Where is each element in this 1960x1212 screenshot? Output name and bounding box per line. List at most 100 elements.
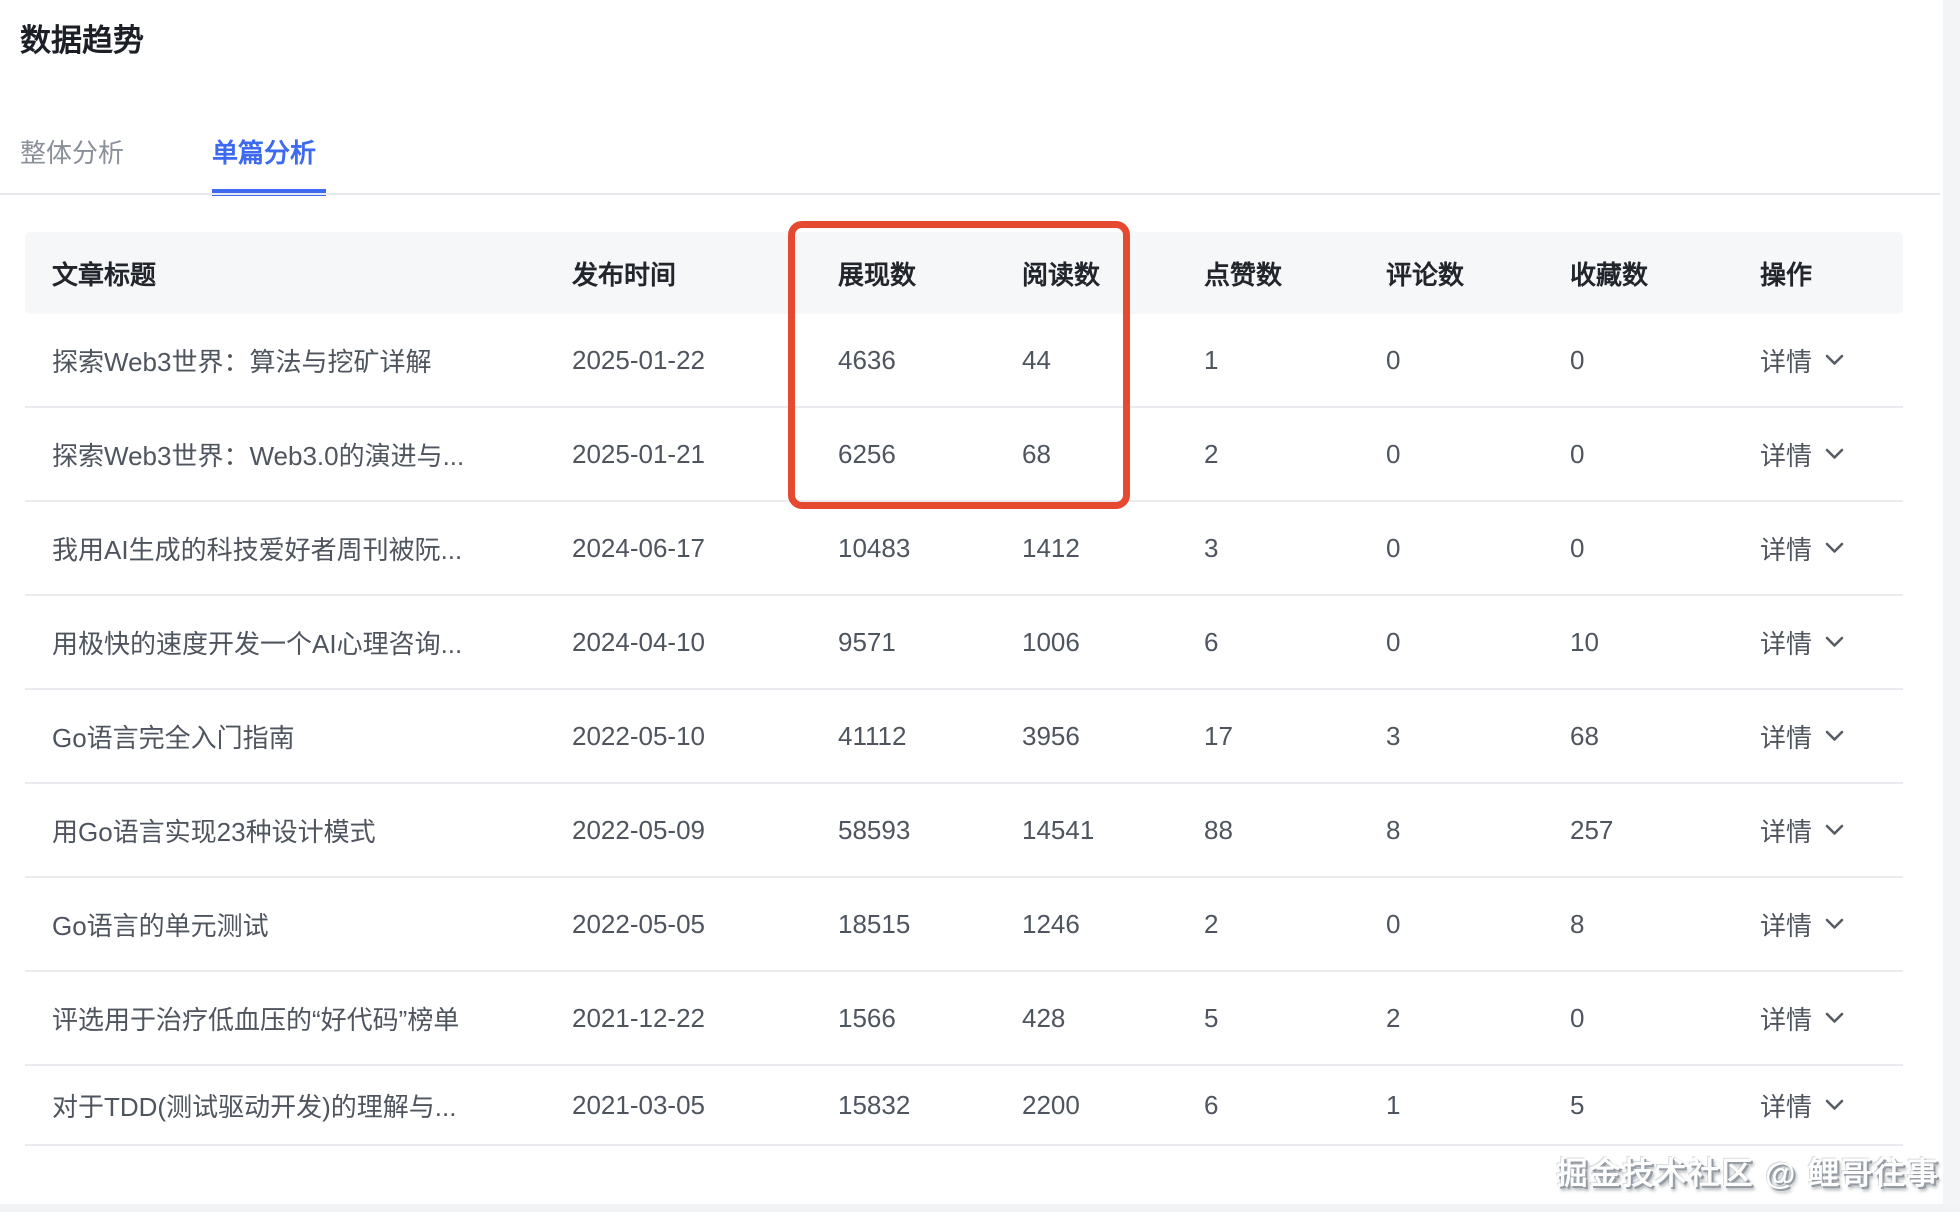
article-title-cell: 用极快的速度开发一个AI心理咨询... [52,628,463,659]
impressions-cell: 4636 [838,344,896,375]
favorites-cell: 0 [1570,438,1585,469]
detail-button[interactable]: 详情 [1760,906,1844,943]
likes-cell: 6 [1204,1089,1219,1120]
detail-button[interactable]: 详情 [1760,1087,1844,1124]
article-title-cell: 用Go语言实现23种设计模式 [52,816,376,847]
table-row: 用极快的速度开发一个AI心理咨询... 2024-04-10 9571 1006… [25,596,1903,690]
article-title-cell: 评选用于治疗低血压的“好代码”榜单 [52,1004,460,1035]
comments-cell: 0 [1386,438,1401,469]
reads-cell: 428 [1022,1002,1066,1033]
favorites-cell: 68 [1570,720,1599,751]
favorites-cell: 0 [1570,344,1585,375]
chevron-down-icon [1825,1099,1844,1110]
impressions-cell: 58593 [838,814,911,845]
favorites-cell: 0 [1570,532,1585,563]
publish-date-cell: 2024-04-10 [572,626,705,657]
detail-button-label: 详情 [1760,346,1813,377]
table-row: 对于TDD(测试驱动开发)的理解与... 2021-03-05 15832 22… [25,1066,1903,1146]
tabs-divider [0,193,1940,195]
favorites-cell: 0 [1570,1002,1585,1033]
column-header-reads: 阅读数 [1022,259,1101,290]
detail-button-label: 详情 [1760,1091,1813,1122]
chevron-down-icon [1825,448,1844,459]
reads-cell: 14541 [1022,814,1095,845]
table-row: 探索Web3世界：Web3.0的演进与... 2025-01-21 6256 6… [25,408,1903,502]
favorites-cell: 257 [1570,814,1614,845]
publish-date-cell: 2022-05-05 [572,908,705,939]
reads-cell: 1412 [1022,532,1080,563]
comments-cell: 2 [1386,1002,1401,1033]
article-title-cell: 探索Web3世界：算法与挖矿详解 [52,346,432,377]
impressions-cell: 10483 [838,532,911,563]
likes-cell: 2 [1204,438,1219,469]
comments-cell: 1 [1386,1089,1401,1120]
column-header-likes: 点赞数 [1204,259,1283,290]
detail-button-label: 详情 [1760,440,1813,471]
table-row: 探索Web3世界：算法与挖矿详解 2025-01-22 4636 44 1 0 … [25,314,1903,408]
impressions-cell: 9571 [838,626,896,657]
publish-date-cell: 2022-05-09 [572,814,705,845]
column-header-actions: 操作 [1760,259,1813,290]
column-header-comments: 评论数 [1386,259,1465,290]
table-row: Go语言的单元测试 2022-05-05 18515 1246 2 0 8 详情 [25,878,1903,972]
chevron-down-icon [1825,354,1844,365]
likes-cell: 3 [1204,532,1219,563]
detail-button-label: 详情 [1760,628,1813,659]
comments-cell: 0 [1386,626,1401,657]
detail-button-label: 详情 [1760,534,1813,565]
likes-cell: 5 [1204,1002,1219,1033]
likes-cell: 17 [1204,720,1233,751]
publish-date-cell: 2021-03-05 [572,1089,705,1120]
publish-date-cell: 2025-01-22 [572,344,705,375]
comments-cell: 0 [1386,344,1401,375]
comments-cell: 3 [1386,720,1401,751]
detail-button[interactable]: 详情 [1760,624,1844,661]
article-title-cell: Go语言的单元测试 [52,910,269,941]
reads-cell: 1006 [1022,626,1080,657]
detail-button[interactable]: 详情 [1760,1000,1844,1037]
impressions-cell: 18515 [838,908,911,939]
reads-cell: 1246 [1022,908,1080,939]
table-row: 我用AI生成的科技爱好者周刊被阮... 2024-06-17 10483 141… [25,502,1903,596]
detail-button[interactable]: 详情 [1760,530,1844,567]
table-header-row: 文章标题 发布时间 展现数 阅读数 点赞数 评论数 收藏数 操作 [25,232,1903,314]
publish-date-cell: 2024-06-17 [572,532,705,563]
column-header-favorites: 收藏数 [1570,259,1649,290]
favorites-cell: 10 [1570,626,1599,657]
publish-date-cell: 2025-01-21 [572,438,705,469]
favorites-cell: 8 [1570,908,1585,939]
comments-cell: 0 [1386,908,1401,939]
detail-button[interactable]: 详情 [1760,718,1844,755]
chevron-down-icon [1825,824,1844,835]
chevron-down-icon [1825,918,1844,929]
reads-cell: 2200 [1022,1089,1080,1120]
impressions-cell: 15832 [838,1089,911,1120]
impressions-cell: 6256 [838,438,896,469]
article-title-cell: 我用AI生成的科技爱好者周刊被阮... [52,534,463,565]
likes-cell: 2 [1204,908,1219,939]
article-stats-table: 文章标题 发布时间 展现数 阅读数 点赞数 评论数 收藏数 操作 探索Web3世… [25,232,1903,1146]
detail-button[interactable]: 详情 [1760,342,1844,379]
table-row: Go语言完全入门指南 2022-05-10 41112 3956 17 3 68… [25,690,1903,784]
column-header-title: 文章标题 [52,259,157,290]
tab-single-article-analysis[interactable]: 单篇分析 [212,138,317,168]
chevron-down-icon [1825,730,1844,741]
page-right-gutter [1943,0,1960,1212]
chevron-down-icon [1825,1012,1844,1023]
detail-button-label: 详情 [1760,722,1813,753]
likes-cell: 88 [1204,814,1233,845]
favorites-cell: 5 [1570,1089,1585,1120]
page-title: 数据趋势 [20,23,144,58]
reads-cell: 44 [1022,344,1051,375]
tab-overall-analysis[interactable]: 整体分析 [20,138,125,168]
table-body: 探索Web3世界：算法与挖矿详解 2025-01-22 4636 44 1 0 … [25,314,1903,1146]
reads-cell: 68 [1022,438,1051,469]
table-row: 评选用于治疗低血压的“好代码”榜单 2021-12-22 1566 428 5 … [25,972,1903,1066]
publish-date-cell: 2022-05-10 [572,720,705,751]
impressions-cell: 1566 [838,1002,896,1033]
chevron-down-icon [1825,636,1844,647]
detail-button[interactable]: 详情 [1760,436,1844,473]
article-title-cell: 探索Web3世界：Web3.0的演进与... [52,440,465,471]
detail-button[interactable]: 详情 [1760,812,1844,849]
page-bottom-strip [0,1204,1960,1212]
